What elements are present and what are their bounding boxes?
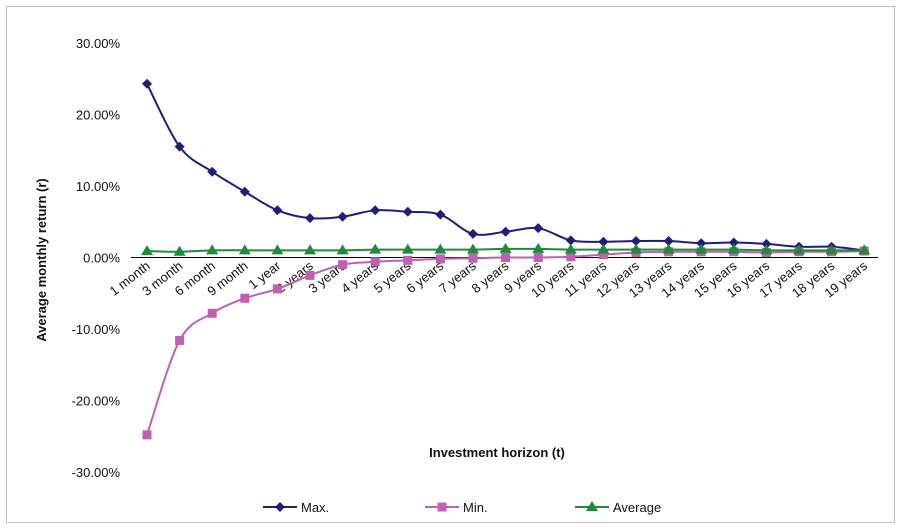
y-tick-label: -20.00%: [72, 394, 121, 409]
data-point-average: [532, 242, 545, 253]
data-point-max: [305, 213, 315, 224]
data-point-max: [761, 238, 772, 249]
data-point-average: [304, 244, 316, 255]
data-point-min: [338, 260, 348, 270]
data-point-average: [238, 244, 251, 255]
data-point-min: [403, 255, 413, 265]
data-point-average: [662, 243, 675, 254]
series-max: [142, 78, 870, 256]
legend-marker: [437, 502, 447, 512]
data-point-max: [468, 228, 478, 239]
y-tick-label: 10.00%: [76, 179, 121, 194]
data-point-average: [760, 244, 773, 255]
y-axis-title: Average monthly return (r): [34, 178, 49, 342]
series-layer: [141, 78, 871, 440]
y-tick-label: -30.00%: [72, 465, 121, 480]
y-tick-label: 0.00%: [83, 251, 120, 266]
data-point-max: [696, 238, 707, 249]
data-point-average: [499, 242, 512, 253]
data-point-average: [630, 243, 642, 254]
data-point-min: [598, 250, 608, 260]
data-point-average: [858, 244, 871, 255]
data-point-max: [370, 205, 381, 216]
data-point-max: [533, 223, 544, 234]
data-point-average: [695, 243, 708, 254]
data-point-average: [793, 244, 805, 255]
data-point-average: [206, 244, 219, 255]
data-point-max: [728, 237, 739, 248]
chart-frame: [6, 6, 895, 523]
data-point-max: [598, 236, 609, 247]
data-point-average: [825, 244, 838, 255]
legend: Max. Min. Average: [263, 500, 661, 515]
y-tick-label: 30.00%: [76, 36, 121, 51]
data-point-min: [370, 257, 380, 267]
legend-item-min: Min.: [425, 500, 488, 515]
legend-item-average: Average: [575, 500, 661, 515]
data-point-max: [174, 141, 185, 152]
data-point-max: [142, 78, 152, 89]
data-point-average: [401, 243, 414, 254]
legend-label: Min.: [463, 500, 488, 515]
data-point-max: [663, 236, 674, 247]
series-line-max: [146, 83, 865, 252]
data-point-min: [435, 254, 445, 264]
data-point-average: [173, 245, 186, 256]
data-point-average: [141, 245, 153, 256]
data-point-min: [272, 284, 282, 294]
data-point-average: [727, 243, 740, 254]
data-point-average: [336, 244, 349, 255]
data-point-max: [337, 211, 348, 222]
legend-label: Average: [613, 500, 661, 515]
data-point-average: [369, 243, 382, 254]
y-tick-label: 20.00%: [76, 108, 121, 123]
series-average: [141, 242, 871, 256]
y-tick-label: -10.00%: [72, 322, 121, 337]
legend-marker: [275, 502, 285, 512]
legend-marker: [586, 501, 598, 511]
data-point-min: [566, 252, 576, 262]
data-point-min: [240, 293, 250, 303]
data-point-average: [597, 243, 610, 254]
data-point-min: [468, 253, 478, 263]
data-point-min: [175, 335, 185, 345]
data-point-min: [501, 253, 511, 262]
data-point-min: [207, 308, 217, 318]
data-point-average: [434, 243, 447, 254]
data-point-max: [631, 236, 641, 247]
data-point-min: [533, 253, 543, 262]
data-point-max: [402, 206, 413, 217]
data-point-max: [239, 186, 250, 197]
data-point-max: [272, 205, 283, 216]
data-point-max: [565, 235, 576, 246]
y-axis-ticks: 30.00% 20.00% 10.00% 0.00% -10.00% -20.00% -30…: [72, 36, 121, 480]
data-point-max: [500, 226, 511, 237]
data-point-min: [142, 430, 152, 440]
data-point-min: [305, 270, 315, 280]
legend-label: Max.: [301, 500, 329, 515]
data-point-max: [207, 166, 218, 177]
x-axis-title: Investment horizon (t): [429, 445, 565, 460]
data-point-average: [564, 243, 577, 254]
legend-item-max: Max.: [263, 500, 329, 515]
data-point-average: [271, 244, 284, 255]
data-point-average: [467, 243, 479, 254]
data-point-max: [435, 209, 446, 220]
